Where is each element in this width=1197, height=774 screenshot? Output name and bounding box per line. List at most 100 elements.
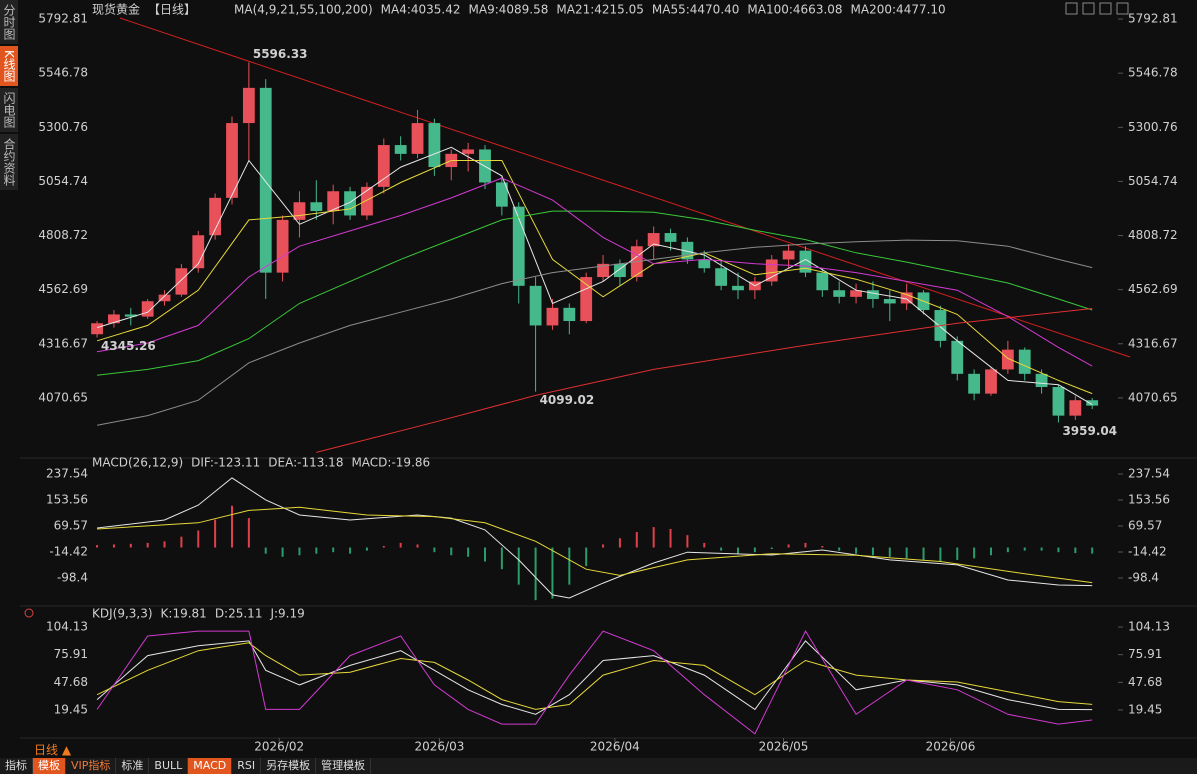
toolbar-button[interactable]: 另存模板	[261, 758, 317, 774]
legend-entry: MA200:4477.10	[851, 3, 946, 17]
candle-body	[698, 259, 711, 269]
candle-body	[344, 191, 356, 216]
y-tick-label: 104.13	[46, 620, 88, 634]
candle-body	[377, 145, 390, 187]
candle-body	[327, 191, 340, 212]
indicator-label: MA(4,9,21,55,100,200)	[234, 3, 373, 17]
candle-body	[985, 369, 997, 394]
kdj-icon	[24, 608, 34, 618]
price-annotation: 3959.04	[1062, 424, 1117, 438]
x-tick-label: 2026/02	[254, 740, 304, 754]
y-tick-label: 69.57	[54, 518, 88, 532]
indicator-line	[316, 308, 1093, 453]
candle-body	[681, 241, 694, 260]
indicator-line	[97, 506, 1093, 584]
period-tab[interactable]: 日线 ▲	[34, 743, 72, 757]
candle-body	[900, 292, 913, 304]
y-tick-label: 237.54	[46, 466, 88, 480]
indicator-line	[97, 177, 1093, 367]
candle-body	[276, 219, 289, 273]
y-tick-label: 5300.76	[1128, 120, 1178, 134]
y-tick-label: 19.45	[54, 702, 88, 716]
indicator-line	[96, 640, 1093, 715]
y-tick-label: 4316.67	[38, 336, 88, 350]
y-tick-label: 75.91	[1128, 647, 1162, 661]
candle-body	[411, 123, 424, 154]
y-tick-label: 5546.78	[38, 66, 88, 80]
candle-body	[883, 299, 896, 304]
y-tick-label: 4808.72	[1128, 228, 1178, 242]
toolbar-button[interactable]: 标准	[116, 758, 150, 774]
candle-body	[664, 233, 677, 242]
y-tick-label: 47.68	[1128, 675, 1162, 689]
panel-title: 现货黄金	[92, 2, 140, 17]
candle-body	[580, 277, 593, 322]
y-tick-label: 69.57	[1128, 518, 1162, 532]
candle-body	[816, 272, 829, 291]
candle-body	[141, 301, 154, 317]
y-tick-label: 19.45	[1128, 702, 1162, 716]
y-tick-label: 4808.72	[38, 228, 88, 242]
candle-body	[833, 290, 846, 297]
candle-body	[175, 268, 188, 295]
legend-entry: MA9:4089.58	[469, 3, 549, 17]
toolbar-button[interactable]: VIP指标	[66, 758, 117, 774]
candle-body	[259, 87, 272, 273]
candle-body	[242, 87, 255, 124]
legend-entry: MA21:4215.05	[556, 3, 644, 17]
candle-body	[951, 340, 964, 374]
candle-body	[732, 285, 744, 291]
candle-body	[867, 290, 879, 300]
candle-body	[715, 268, 728, 286]
price-annotation: 4345.26	[101, 339, 156, 353]
candle-body	[512, 206, 525, 286]
candle-body	[394, 145, 407, 154]
y-tick-label: 75.91	[54, 647, 88, 661]
sidebar-tab[interactable]: 闪电图	[0, 87, 18, 132]
toolbar-button[interactable]: 指标	[0, 758, 33, 774]
y-tick-label: 5300.76	[38, 120, 88, 134]
y-tick-label: 5546.78	[1128, 66, 1178, 80]
legend-entry: D:25.11	[215, 607, 263, 621]
candle-body	[1086, 400, 1099, 406]
toolbar-button[interactable]: 管理模板	[316, 758, 372, 774]
y-tick-label: -98.4	[1128, 570, 1159, 584]
legend-entry: DIF:-123.11	[191, 456, 260, 470]
y-tick-label: -98.4	[57, 570, 88, 584]
toolbar-button[interactable]: BULL	[149, 758, 189, 774]
panel-title: MACD(26,12,9)	[92, 456, 183, 470]
x-tick-label: 2026/06	[926, 740, 976, 754]
toolbar-button[interactable]: 模板	[33, 758, 66, 774]
sidebar-tab[interactable]: 合约资料	[0, 133, 18, 190]
sidebar-tab[interactable]: 分时图	[0, 0, 18, 44]
toolbar-button[interactable]: RSI	[232, 758, 262, 774]
sidebar-tab[interactable]: K线图	[0, 46, 18, 86]
candle-body	[597, 263, 609, 278]
y-tick-label: 5054.74	[38, 174, 88, 188]
candle-body	[546, 307, 559, 326]
candle-body	[209, 197, 222, 236]
y-tick-label: 4070.65	[38, 390, 88, 404]
legend-entry: J:9.19	[269, 607, 304, 621]
toolbar-button[interactable]: MACD	[188, 758, 233, 774]
indicator-line	[97, 477, 1093, 599]
indicator-line	[96, 630, 1093, 735]
y-tick-label: 237.54	[1128, 466, 1170, 480]
indicator-line	[97, 239, 1093, 426]
y-tick-label: 104.13	[1128, 620, 1170, 634]
candle-body	[782, 250, 795, 260]
candle-body	[614, 263, 626, 278]
candle-body	[799, 250, 812, 273]
legend-entry: K:19.81	[161, 607, 207, 621]
candle-body	[310, 202, 323, 212]
y-tick-label: 4562.69	[1128, 282, 1178, 296]
indicator-line	[96, 146, 1093, 406]
y-tick-label: 4316.67	[1128, 336, 1178, 350]
candle-body	[124, 314, 137, 317]
candle-body	[361, 186, 373, 216]
indicator-line	[96, 160, 1093, 395]
legend-entry: MA100:4663.08	[747, 3, 842, 17]
y-tick-label: 4070.65	[1128, 390, 1178, 404]
